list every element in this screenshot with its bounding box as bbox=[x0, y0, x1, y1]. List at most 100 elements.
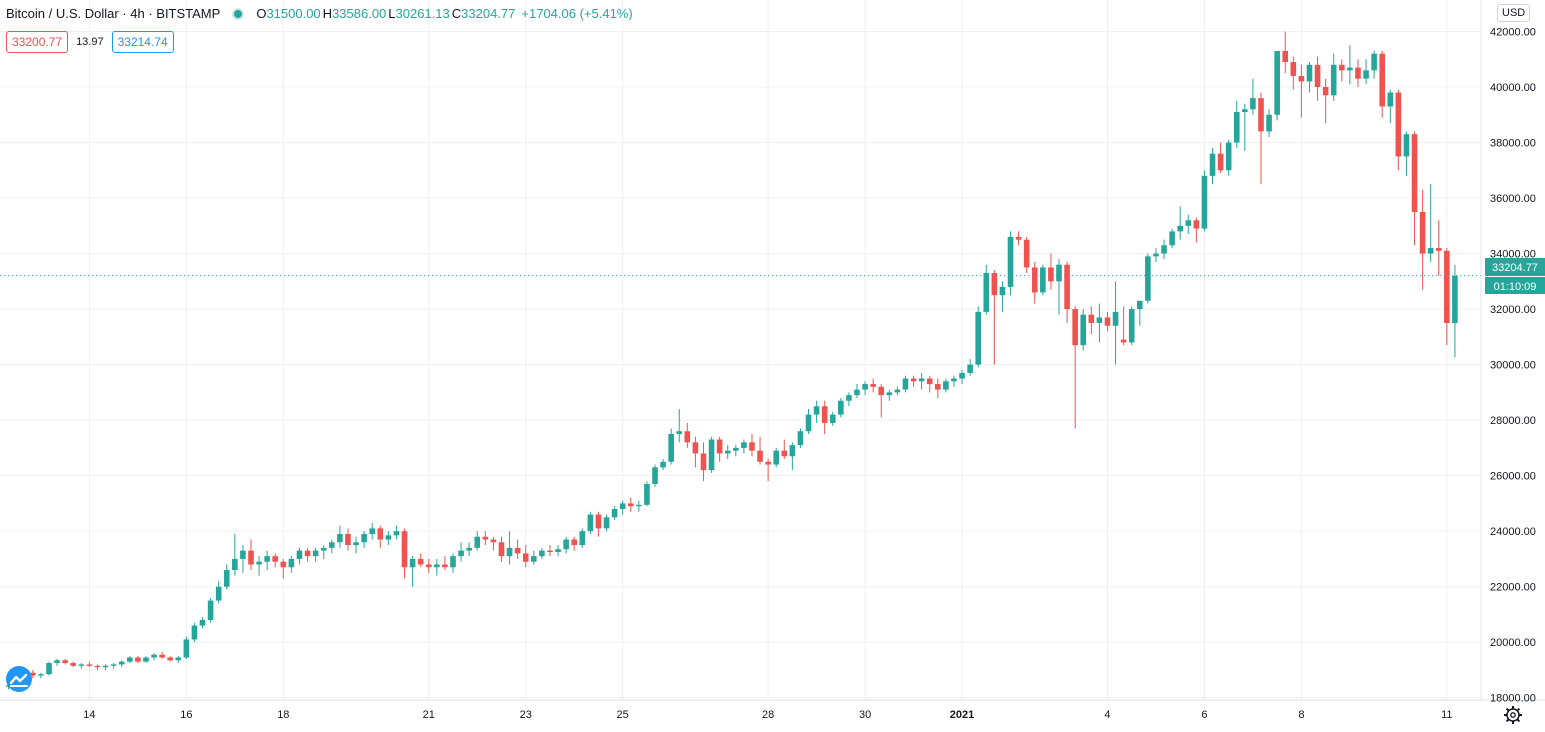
candle bbox=[409, 556, 416, 587]
candle-body bbox=[46, 663, 52, 675]
candle-body bbox=[878, 386, 885, 396]
candle-body bbox=[757, 450, 763, 462]
candle bbox=[1040, 264, 1046, 296]
candle bbox=[1444, 248, 1450, 346]
candle-body bbox=[926, 378, 933, 385]
candle bbox=[272, 553, 279, 568]
candle-body bbox=[935, 384, 941, 390]
candle-body bbox=[304, 550, 311, 557]
candle-body bbox=[821, 406, 828, 423]
candle-body bbox=[1193, 220, 1200, 229]
candle bbox=[522, 545, 529, 568]
candle-body bbox=[1137, 300, 1143, 310]
candle-body bbox=[991, 273, 998, 296]
candle bbox=[943, 378, 949, 393]
candle bbox=[741, 439, 747, 454]
candle-body bbox=[1363, 70, 1369, 79]
candle-body bbox=[902, 378, 909, 390]
symbol-title[interactable]: Bitcoin / U.S. Dollar · 4h · BITSTAMP bbox=[6, 6, 221, 21]
candle-body bbox=[320, 547, 327, 551]
candle-body bbox=[248, 550, 254, 565]
candle-body bbox=[506, 547, 513, 557]
candle-body bbox=[733, 447, 739, 451]
time-tick-label: 23 bbox=[520, 709, 532, 721]
candle bbox=[749, 434, 755, 457]
candle bbox=[587, 511, 594, 534]
buy-sell-panel: 33200.77 13.97 33214.74 bbox=[6, 31, 174, 53]
candle-body bbox=[1419, 211, 1426, 254]
candle-body bbox=[110, 664, 117, 666]
candle-body bbox=[54, 660, 60, 664]
candle bbox=[636, 500, 642, 512]
candle bbox=[821, 400, 828, 435]
tradingview-logo-icon[interactable] bbox=[6, 666, 32, 692]
candle-body bbox=[417, 558, 424, 565]
candle bbox=[434, 558, 440, 576]
candle bbox=[248, 539, 254, 571]
price-tick-label: 42000.00 bbox=[1490, 27, 1536, 39]
candle-body bbox=[603, 517, 610, 529]
candle-body bbox=[579, 531, 586, 546]
candle-body bbox=[1339, 64, 1345, 71]
candle-body bbox=[797, 431, 804, 446]
candle bbox=[425, 558, 432, 573]
settings-gear-icon[interactable] bbox=[1504, 706, 1522, 724]
candle bbox=[765, 459, 771, 482]
candle bbox=[539, 547, 545, 559]
candle bbox=[223, 564, 230, 590]
candle-body bbox=[1048, 267, 1054, 282]
candle bbox=[215, 581, 222, 604]
candle bbox=[337, 525, 343, 548]
candle bbox=[1298, 64, 1305, 118]
candle-body bbox=[1120, 339, 1127, 343]
time-axis[interactable]: 14 16 18 21 23 25 28 30 2021 4 6 8 11 bbox=[83, 709, 1452, 721]
candle bbox=[1209, 148, 1216, 185]
candle-body bbox=[1314, 64, 1321, 88]
candle bbox=[797, 428, 804, 448]
candle bbox=[482, 531, 489, 546]
price-axis[interactable]: 18000.00 20000.00 22000.00 24000.00 26000.00… bbox=[1490, 27, 1536, 705]
candle-body bbox=[401, 531, 408, 568]
candle bbox=[1153, 248, 1159, 262]
candle bbox=[1258, 92, 1264, 185]
candle bbox=[361, 531, 367, 548]
candle-body bbox=[102, 665, 109, 668]
candle bbox=[555, 545, 561, 557]
candle-body bbox=[1112, 311, 1119, 326]
sell-button[interactable]: 33200.77 bbox=[6, 31, 69, 53]
last-price-label: 33204.77 bbox=[1492, 262, 1538, 274]
candle-body bbox=[627, 503, 634, 507]
candle-body bbox=[1322, 87, 1329, 96]
bar-countdown-label: 01:10:09 bbox=[1494, 281, 1537, 293]
time-tick-label: 11 bbox=[1441, 709, 1452, 721]
candle-body bbox=[38, 674, 44, 676]
currency-button[interactable]: USD bbox=[1497, 4, 1531, 22]
candle-body bbox=[337, 533, 343, 543]
candle-body bbox=[660, 461, 666, 468]
candle bbox=[1403, 131, 1410, 176]
candle bbox=[1064, 261, 1070, 323]
candle-body bbox=[442, 564, 448, 568]
candle-body bbox=[918, 378, 925, 382]
candle-body bbox=[1274, 50, 1280, 115]
candle-body bbox=[514, 547, 521, 554]
candle bbox=[878, 384, 885, 418]
candle bbox=[46, 661, 52, 676]
candle-body bbox=[1233, 112, 1240, 143]
buy-button[interactable]: 33214.74 bbox=[111, 31, 174, 53]
candle bbox=[232, 533, 238, 576]
candle bbox=[183, 636, 190, 659]
candle-body bbox=[1217, 153, 1224, 171]
candle-body bbox=[377, 528, 384, 540]
candle-body bbox=[1209, 153, 1216, 176]
price-tick-label: 30000.00 bbox=[1490, 360, 1536, 372]
candle-body bbox=[716, 439, 723, 454]
candle bbox=[627, 497, 634, 512]
candle bbox=[579, 528, 586, 548]
candle-body bbox=[62, 660, 68, 664]
price-tick-label: 20000.00 bbox=[1490, 637, 1536, 649]
candle bbox=[474, 531, 481, 551]
candle bbox=[829, 411, 836, 426]
candle-body bbox=[1161, 245, 1167, 254]
